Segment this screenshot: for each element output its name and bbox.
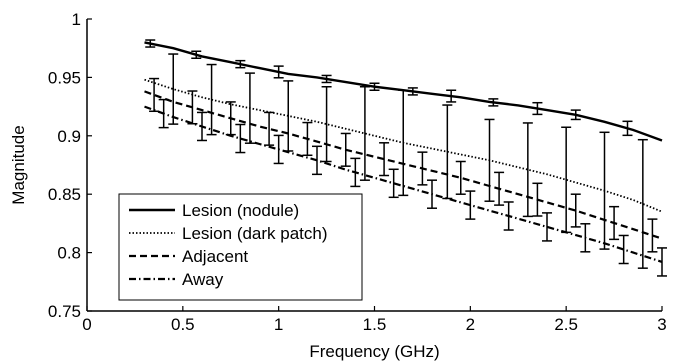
error-bar <box>379 142 390 177</box>
error-bar <box>522 122 533 218</box>
y-tick-label: 0.9 <box>57 127 81 146</box>
series-line-lesion-dark-patch <box>144 78 663 213</box>
y-axis: 0.75 0.8 0.85 0.9 0.95 1 <box>48 10 92 321</box>
error-bar <box>561 126 572 234</box>
error-bar <box>542 212 552 242</box>
error-bar <box>657 247 667 277</box>
x-axis-title: Frequency (GHz) <box>309 342 439 361</box>
error-bar <box>149 77 160 113</box>
legend-label: Away <box>182 270 224 289</box>
x-tick-label: 3 <box>657 315 666 334</box>
error-bar <box>321 85 332 163</box>
series-line-away <box>144 105 663 263</box>
x-tick-label: 2 <box>466 315 475 334</box>
legend-label: Adjacent <box>182 247 248 266</box>
error-bar <box>618 234 629 265</box>
error-bar <box>637 138 648 269</box>
y-axis-title: Magnitude <box>9 125 28 204</box>
x-tick-label: 2.5 <box>554 315 578 334</box>
y-tick-label: 0.8 <box>57 244 81 263</box>
error-bar <box>168 53 179 125</box>
y-tick-label: 0.85 <box>48 185 81 204</box>
error-bar <box>570 193 581 228</box>
error-bar <box>455 160 466 195</box>
y-tick-label: 0.95 <box>48 68 81 87</box>
error-bar <box>359 85 370 181</box>
y-tick-label: 0.75 <box>48 302 81 321</box>
error-bar <box>206 63 217 136</box>
x-tick-label: 0 <box>82 315 91 334</box>
error-bar <box>388 168 399 199</box>
series-line-lesion-nodule <box>144 41 663 142</box>
plot-area <box>144 39 667 277</box>
legend-label: Lesion (nodule) <box>182 201 299 220</box>
legend: Lesion (nodule) Lesion (dark patch) Adjace… <box>118 193 363 301</box>
error-bar <box>235 123 246 154</box>
legend-label: Lesion (dark patch) <box>182 224 328 243</box>
x-tick-label: 1.5 <box>363 315 387 334</box>
x-axis: 0 0.5 1 1.5 2 2.5 3 <box>82 306 667 334</box>
series-line-adjacent <box>144 90 663 240</box>
legend-box <box>118 193 363 301</box>
y-tick-label: 1 <box>72 10 81 29</box>
x-tick-label: 1 <box>274 315 283 334</box>
x-tick-label: 0.5 <box>171 315 195 334</box>
